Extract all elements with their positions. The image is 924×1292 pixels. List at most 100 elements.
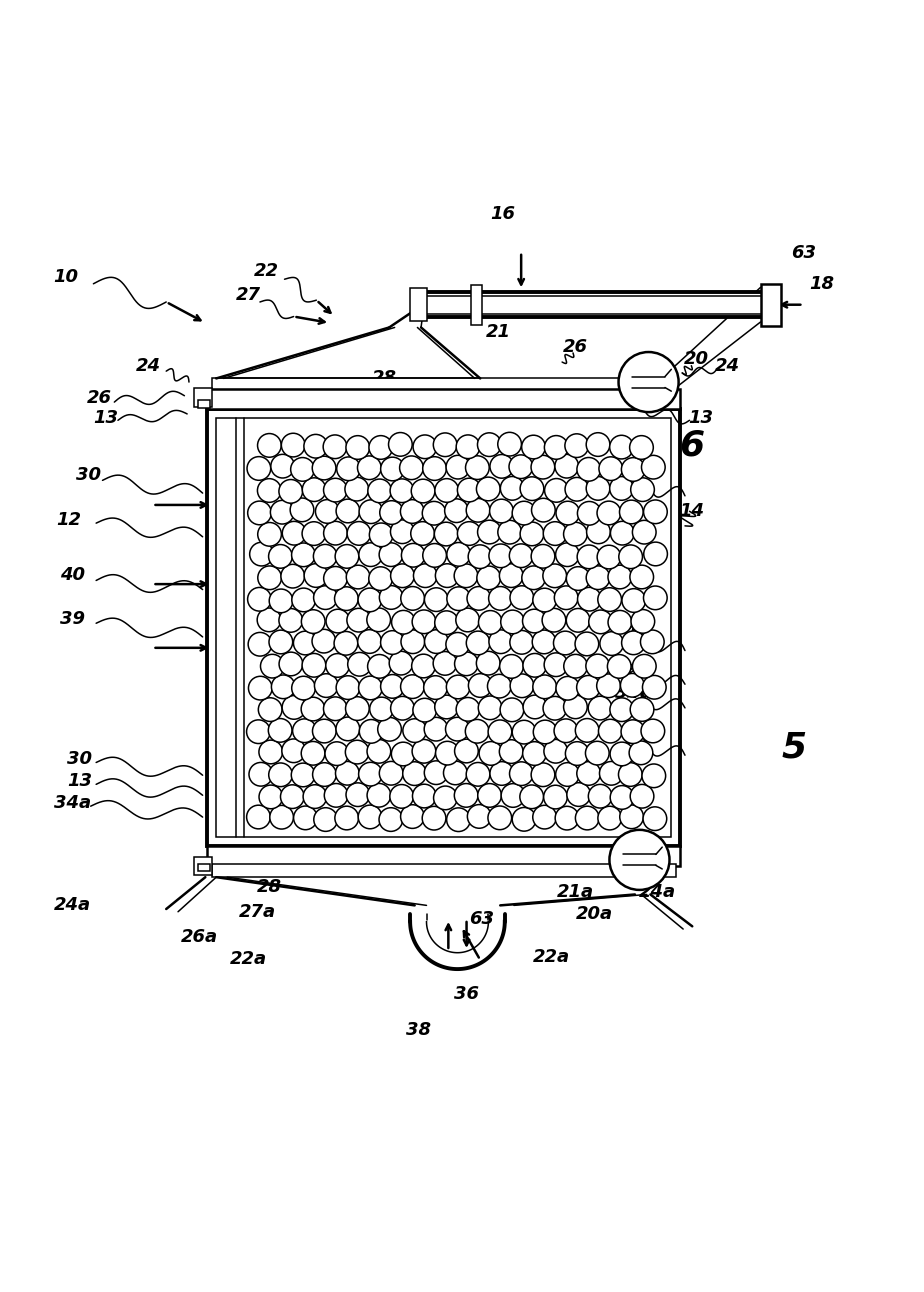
- Circle shape: [468, 805, 491, 828]
- Circle shape: [294, 632, 317, 655]
- Circle shape: [589, 784, 612, 808]
- Circle shape: [346, 783, 370, 806]
- Circle shape: [367, 609, 391, 632]
- Circle shape: [644, 500, 667, 523]
- Circle shape: [258, 522, 282, 547]
- Text: 22: 22: [254, 262, 279, 280]
- Circle shape: [618, 762, 642, 787]
- Circle shape: [268, 718, 292, 742]
- Circle shape: [433, 786, 457, 810]
- Circle shape: [381, 457, 405, 481]
- Circle shape: [629, 742, 652, 765]
- Circle shape: [589, 696, 612, 720]
- Circle shape: [412, 784, 436, 808]
- Circle shape: [304, 434, 327, 459]
- Circle shape: [403, 762, 426, 786]
- Circle shape: [446, 455, 469, 479]
- Circle shape: [335, 544, 359, 568]
- Circle shape: [422, 806, 446, 829]
- Circle shape: [564, 654, 588, 678]
- Circle shape: [304, 563, 328, 588]
- Circle shape: [336, 676, 359, 699]
- Circle shape: [457, 522, 481, 545]
- Bar: [425, 296, 768, 314]
- Circle shape: [345, 477, 369, 501]
- Circle shape: [455, 783, 478, 808]
- Circle shape: [347, 652, 371, 676]
- Circle shape: [577, 761, 601, 786]
- Circle shape: [641, 455, 665, 479]
- Circle shape: [610, 698, 634, 721]
- Circle shape: [444, 761, 468, 784]
- Text: 30: 30: [67, 749, 92, 767]
- Circle shape: [279, 609, 302, 632]
- Text: 26a: 26a: [181, 928, 218, 946]
- Circle shape: [610, 477, 633, 500]
- Text: 24: 24: [715, 357, 740, 375]
- Circle shape: [346, 565, 370, 589]
- Circle shape: [643, 587, 667, 610]
- Bar: [193, 389, 212, 407]
- Circle shape: [467, 499, 490, 522]
- Circle shape: [587, 519, 610, 544]
- Circle shape: [533, 674, 556, 699]
- Text: 12: 12: [56, 512, 81, 530]
- Circle shape: [433, 651, 456, 676]
- Circle shape: [258, 566, 282, 589]
- Bar: [198, 401, 210, 407]
- Circle shape: [566, 783, 590, 806]
- Bar: [198, 863, 210, 871]
- Circle shape: [433, 433, 457, 456]
- Circle shape: [447, 543, 470, 566]
- Circle shape: [619, 545, 642, 568]
- Circle shape: [279, 652, 303, 676]
- Circle shape: [359, 500, 383, 523]
- Circle shape: [554, 718, 578, 743]
- Circle shape: [269, 589, 293, 612]
- Circle shape: [379, 543, 403, 566]
- Bar: [193, 857, 212, 876]
- Circle shape: [630, 698, 654, 721]
- Circle shape: [457, 478, 481, 501]
- Circle shape: [509, 762, 533, 786]
- Circle shape: [403, 718, 427, 743]
- Circle shape: [412, 739, 436, 764]
- Circle shape: [544, 435, 568, 459]
- Circle shape: [565, 478, 589, 501]
- Circle shape: [302, 522, 326, 545]
- Bar: [212, 379, 675, 389]
- Circle shape: [359, 676, 383, 700]
- Circle shape: [501, 784, 525, 808]
- Circle shape: [576, 806, 599, 829]
- Text: 24a: 24a: [639, 882, 676, 901]
- Circle shape: [576, 718, 599, 742]
- Circle shape: [586, 566, 610, 589]
- Circle shape: [412, 654, 435, 678]
- Circle shape: [566, 609, 590, 632]
- Circle shape: [510, 585, 534, 610]
- Circle shape: [391, 519, 414, 544]
- Circle shape: [435, 695, 458, 718]
- Text: 26: 26: [564, 339, 589, 357]
- Circle shape: [312, 456, 336, 479]
- Circle shape: [423, 544, 446, 567]
- Circle shape: [378, 717, 401, 742]
- Circle shape: [424, 588, 448, 611]
- Circle shape: [522, 435, 545, 459]
- Circle shape: [610, 742, 634, 766]
- Circle shape: [334, 806, 359, 829]
- Circle shape: [533, 805, 556, 829]
- Circle shape: [554, 585, 578, 610]
- Circle shape: [544, 478, 568, 503]
- Circle shape: [533, 588, 556, 612]
- Circle shape: [282, 433, 305, 457]
- Circle shape: [301, 610, 325, 633]
- Circle shape: [597, 674, 620, 698]
- Circle shape: [543, 786, 567, 809]
- Circle shape: [468, 545, 492, 568]
- Circle shape: [261, 654, 285, 678]
- Circle shape: [610, 435, 633, 459]
- Circle shape: [467, 587, 491, 610]
- Circle shape: [259, 786, 283, 809]
- Circle shape: [368, 655, 391, 678]
